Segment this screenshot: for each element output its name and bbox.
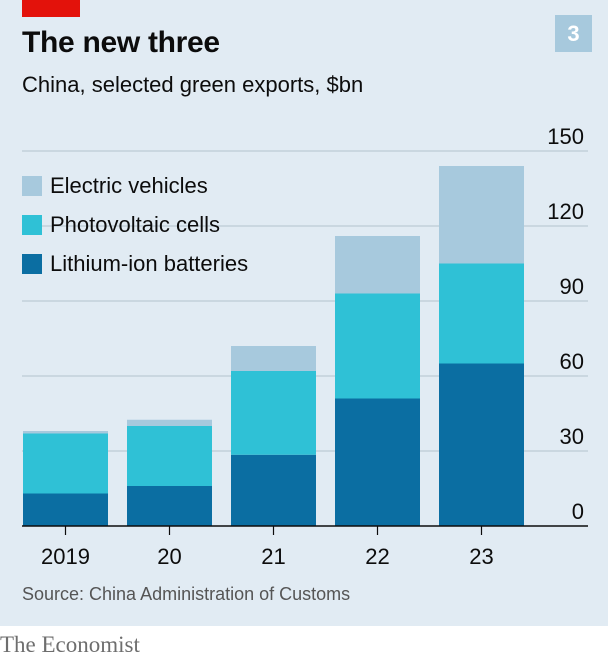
bar-segment <box>23 431 108 434</box>
bar-segment <box>231 346 316 371</box>
bar-segment <box>439 166 524 264</box>
legend-label-photovoltaic-cells: Photovoltaic cells <box>50 212 220 237</box>
x-tick-label: 22 <box>365 544 389 569</box>
bar-segment <box>127 486 212 526</box>
chart-title: The new three <box>22 26 220 59</box>
source-note: Source: China Administration of Customs <box>22 584 351 604</box>
legend-swatch-electric-vehicles <box>22 176 42 196</box>
legend-swatch-photovoltaic-cells <box>22 215 42 235</box>
y-tick-label: 30 <box>560 424 584 449</box>
bar-segment <box>335 398 420 526</box>
bar-segment <box>23 493 108 526</box>
y-tick-label: 120 <box>547 199 584 224</box>
bar-segment <box>231 371 316 455</box>
brand-red-tag <box>22 0 80 17</box>
legend-label-electric-vehicles: Electric vehicles <box>50 173 208 198</box>
chart-number-badge: 3 <box>555 15 592 52</box>
x-tick-label: 2019 <box>41 544 90 569</box>
x-tick-label: 21 <box>261 544 285 569</box>
y-tick-label: 150 <box>547 124 584 149</box>
y-tick-label: 0 <box>572 499 584 524</box>
brand-logo-text: The Economist <box>0 632 140 657</box>
bar-segment <box>335 293 420 399</box>
chart-subtitle: China, selected green exports, $bn <box>22 72 364 97</box>
bar-segment <box>23 433 108 494</box>
bar-segment <box>439 363 524 526</box>
bar-segment <box>127 419 212 426</box>
bar-segment <box>231 454 316 526</box>
bar-segment <box>127 426 212 486</box>
bar-segment <box>335 236 420 294</box>
y-tick-label: 90 <box>560 274 584 299</box>
stacked-bar-chart: 0 30 60 90 120 150 2019 20 21 22 23 <box>22 124 588 569</box>
x-tick-label: 23 <box>469 544 493 569</box>
legend-label-lithium-ion-batteries: Lithium-ion batteries <box>50 251 249 276</box>
bar-segment <box>439 263 524 364</box>
y-tick-label: 60 <box>560 349 584 374</box>
x-tick-label: 20 <box>157 544 181 569</box>
legend-swatch-lithium-ion-batteries <box>22 254 42 274</box>
